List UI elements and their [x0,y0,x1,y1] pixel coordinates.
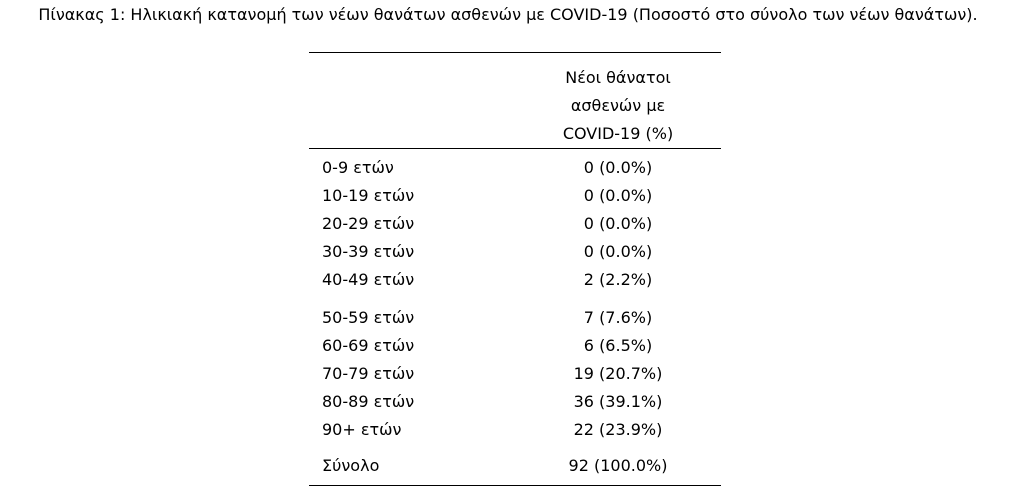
row-value: 19 (20.7%) [573,364,663,383]
table-row: 50-59 ετών 7 (7.6%) [309,304,721,332]
row-label: 80-89 ετών [322,392,415,411]
table-top-rule [309,52,721,53]
row-label: 70-79 ετών [322,364,415,383]
row-value: 0 (0.0%) [583,186,653,205]
table-row: 20-29 ετών 0 (0.0%) [309,210,721,238]
table-row: 80-89 ετών 36 (39.1%) [309,388,721,416]
total-row: Σύνολο 92 (100.0%) [309,452,721,480]
row-label: 90+ ετών [322,420,402,439]
row-value: 22 (23.9%) [573,420,663,439]
row-label: 30-39 ετών [322,242,415,261]
table-header-rule [309,148,721,149]
row-value: 6 (6.5%) [583,336,653,355]
row-label: 40-49 ετών [322,270,415,289]
table-row: 10-19 ετών 0 (0.0%) [309,182,721,210]
row-value: 7 (7.6%) [583,308,653,327]
total-value: 92 (100.0%) [568,456,668,475]
row-label: 60-69 ετών [322,336,415,355]
row-label: 50-59 ετών [322,308,415,327]
row-value: 0 (0.0%) [583,242,653,261]
total-label: Σύνολο [322,456,380,475]
table-bottom-rule [309,485,721,486]
table-row: 0-9 ετών 0 (0.0%) [309,154,721,182]
table-caption: Πίνακας 1: Ηλικιακή κατανομή των νέων θα… [38,5,978,24]
row-value: 0 (0.0%) [583,158,653,177]
row-label: 0-9 ετών [322,158,394,177]
table-row: 30-39 ετών 0 (0.0%) [309,238,721,266]
column-header-line-3: COVID-19 (%) [562,124,674,143]
row-label: 20-29 ετών [322,214,415,233]
row-value: 2 (2.2%) [583,270,653,289]
table-row: 60-69 ετών 6 (6.5%) [309,332,721,360]
column-header-line-1: Νέοι θάνατοι [565,68,671,87]
row-value: 36 (39.1%) [573,392,663,411]
table-row: 40-49 ετών 2 (2.2%) [309,266,721,294]
row-value: 0 (0.0%) [583,214,653,233]
row-label: 10-19 ετών [322,186,415,205]
table-row: 70-79 ετών 19 (20.7%) [309,360,721,388]
column-header-line-2: ασθενών με [570,96,666,115]
table-row: 90+ ετών 22 (23.9%) [309,416,721,444]
column-header: Νέοι θάνατοι ασθενών με COVID-19 (%) [515,64,721,148]
